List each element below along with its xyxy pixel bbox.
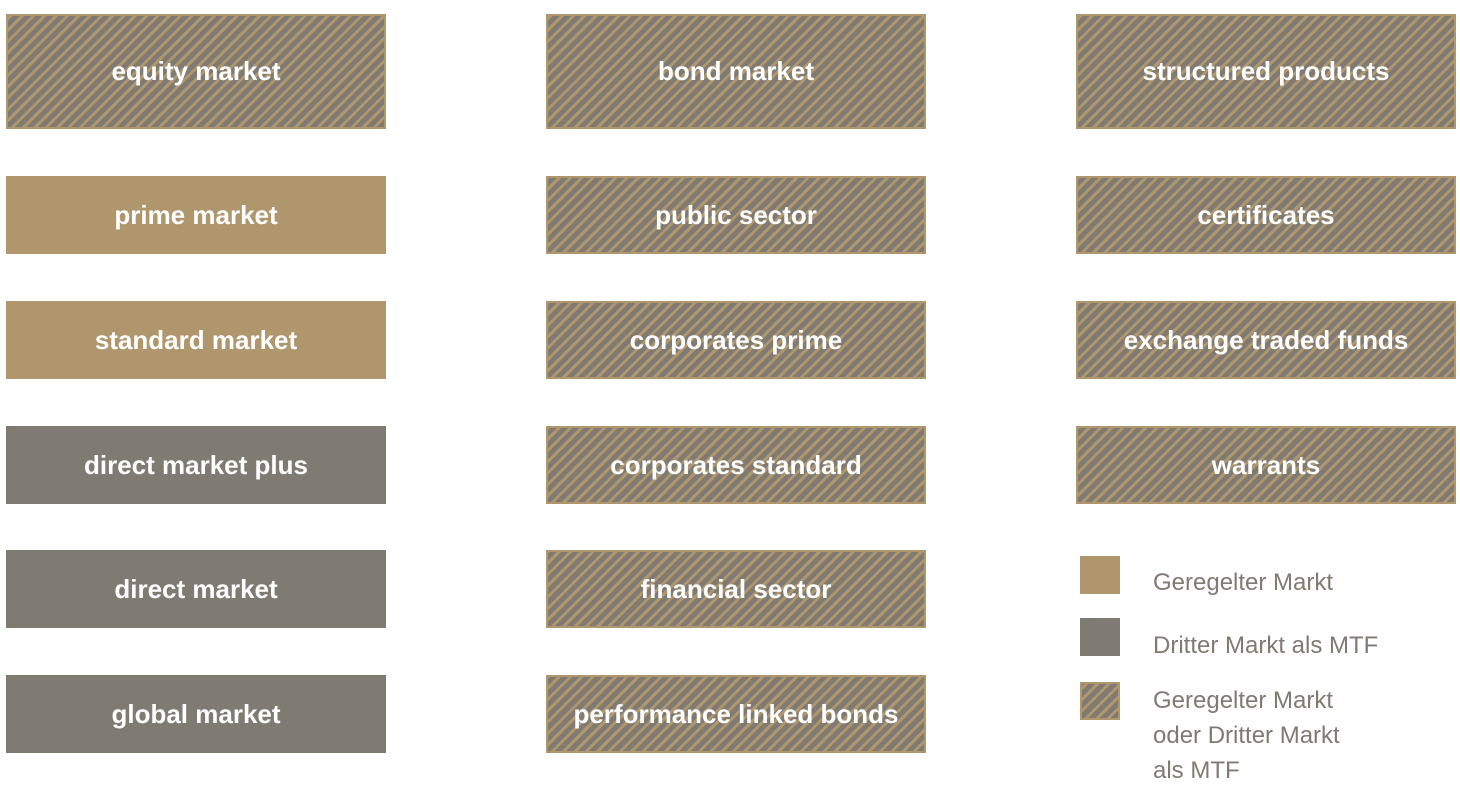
segment-box: direct market plus <box>6 426 386 504</box>
legend-swatch <box>1080 556 1120 594</box>
legend-label: Dritter Markt als MTF <box>1153 632 1379 659</box>
segment-box: structured products <box>1076 14 1456 129</box>
segment-box: direct market <box>6 550 386 628</box>
legend-swatch <box>1080 618 1120 656</box>
legend-label: Geregelter Markt <box>1153 569 1334 596</box>
segment-box: equity market <box>6 14 386 129</box>
segment-box: warrants <box>1076 426 1456 504</box>
segment-box: bond market <box>546 14 926 129</box>
segment-box: public sector <box>546 176 926 254</box>
segment-box: global market <box>6 675 386 753</box>
segment-box: exchange traded funds <box>1076 301 1456 379</box>
segment-box: prime market <box>6 176 386 254</box>
segment-box: corporates prime <box>546 301 926 379</box>
segment-box: certificates <box>1076 176 1456 254</box>
segment-box: performance linked bonds <box>546 675 926 753</box>
legend-label: Geregelter Markt oder Dritter Markt als … <box>1153 687 1340 784</box>
segment-box: financial sector <box>546 550 926 628</box>
legend-swatch <box>1080 682 1120 720</box>
segment-box: standard market <box>6 301 386 379</box>
segment-box: corporates standard <box>546 426 926 504</box>
